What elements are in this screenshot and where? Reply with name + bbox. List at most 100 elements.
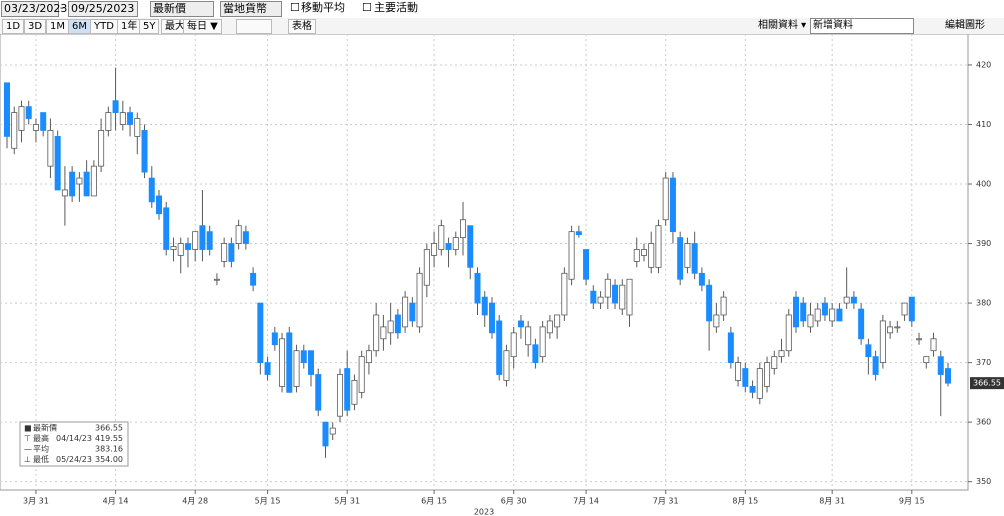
candle-body (771, 356, 778, 369)
edit-chart[interactable]: 編輯圖形 (945, 20, 985, 31)
period-button[interactable]: YTD (90, 19, 118, 34)
candle-body (90, 165, 97, 197)
candle-body (235, 225, 242, 244)
candle-body (792, 296, 799, 328)
candle-body (322, 421, 329, 447)
candle-body (380, 326, 387, 340)
period-button[interactable]: 3D (24, 19, 47, 34)
legend-label: 最低 (33, 454, 49, 464)
period-button[interactable]: 1年 (117, 19, 142, 34)
legend-label: 最新價 (33, 423, 57, 433)
candle-body (192, 231, 199, 250)
candle-body (286, 332, 293, 393)
candle-body (242, 231, 249, 244)
candle-body (351, 380, 358, 405)
candle-body (488, 302, 495, 334)
candle-body (735, 362, 742, 381)
blank-button[interactable] (236, 19, 272, 34)
candle-body (170, 246, 177, 250)
price-field[interactable]: 最新價 (150, 1, 214, 17)
candle-body (923, 356, 930, 364)
candle-body (40, 112, 47, 131)
candle-body (76, 177, 83, 185)
candle-body (568, 231, 575, 280)
candle-body (691, 243, 698, 274)
candle-body (604, 278, 611, 298)
candle-body (916, 338, 923, 341)
candle-body (409, 302, 416, 322)
candle-body (474, 272, 481, 304)
legend-box (19, 421, 129, 467)
y-tick-label: 400 (976, 180, 991, 189)
candle-body (532, 344, 539, 364)
candle-body (633, 249, 640, 262)
legend-date: 05/24/23 (56, 455, 92, 464)
candle-body (648, 243, 655, 268)
candle-body (177, 243, 184, 256)
candle-body (590, 290, 597, 304)
y-tick-label: 420 (976, 60, 991, 69)
plot-area (0, 34, 969, 491)
candle-body (561, 272, 568, 316)
y-tick-label: 410 (976, 120, 991, 129)
period-button[interactable]: 5Y (139, 19, 160, 34)
candle-body (481, 296, 488, 316)
last-value-box (970, 377, 1004, 390)
chart: 350 360 370 380 390 400 410 420 3月 31 4月 14 4月 28 5… (0, 34, 1004, 516)
moving-average[interactable]: 移動平均 (301, 1, 345, 14)
candle-body (250, 272, 257, 286)
candle-body (669, 177, 676, 233)
legend-label: 最高 (33, 433, 49, 443)
start-date[interactable]: 03/23/2023 (1, 1, 67, 17)
period-bar: 表格 相關資料 ▾ 新增資料 編輯圖形 1D 3D 1M 6M YTD 1年 5Y 最大 每日 … (0, 18, 1004, 35)
legend-icon: — (24, 445, 32, 454)
candle-body (119, 112, 126, 125)
candle-body (554, 314, 561, 328)
candle-body (908, 296, 915, 322)
y-tick-label: 350 (976, 477, 991, 486)
candle-body (626, 278, 633, 316)
candle-body (18, 106, 25, 131)
candle-body (517, 320, 524, 328)
frequency[interactable]: 每日 ▼ (183, 19, 222, 34)
ma-checkbox[interactable]: ☐ (290, 1, 300, 14)
candle-body (684, 243, 691, 268)
candle-body (4, 82, 10, 137)
key-events[interactable]: 主要活動 (374, 1, 418, 14)
add-data[interactable]: 新增資料 (810, 18, 914, 34)
candle-body (510, 332, 517, 358)
currency[interactable]: 當地貨幣 (220, 1, 282, 17)
candle-body (329, 427, 336, 435)
x-tick-label: 5月 15 (255, 497, 281, 506)
candle-body (394, 314, 401, 334)
candle-body (901, 302, 908, 316)
events-checkbox[interactable]: ☐ (362, 1, 372, 14)
end-date[interactable]: 09/25/2023 (68, 1, 138, 17)
candle-body (662, 177, 669, 221)
candle-body (720, 296, 727, 316)
candle-body (749, 386, 756, 393)
candle-body (257, 302, 264, 364)
candle-body (134, 118, 141, 137)
candle-body (583, 249, 590, 280)
x-tick-label: 8月 15 (732, 497, 758, 506)
candle-body (778, 350, 785, 358)
table-button[interactable]: 表格 (288, 19, 316, 34)
period-button[interactable]: 1M (46, 19, 69, 34)
candle-body (640, 249, 647, 256)
period-button[interactable]: 1D (2, 19, 25, 34)
candle-body (308, 350, 315, 375)
candle-body (575, 231, 582, 236)
legend-icon: ⊤ (24, 434, 31, 443)
candle-body (264, 362, 271, 375)
period-button[interactable]: 6M (68, 19, 91, 34)
candle-body (945, 368, 952, 384)
candle-body (83, 171, 90, 197)
x-tick-label: 4月 28 (182, 497, 208, 506)
candle-body (742, 368, 749, 387)
legend-date: 04/14/23 (56, 434, 92, 443)
candle-body (387, 320, 394, 334)
legend-value: 383.16 (95, 445, 123, 454)
candle-body (199, 225, 206, 250)
related-data[interactable]: 相關資料 ▾ (758, 20, 807, 31)
